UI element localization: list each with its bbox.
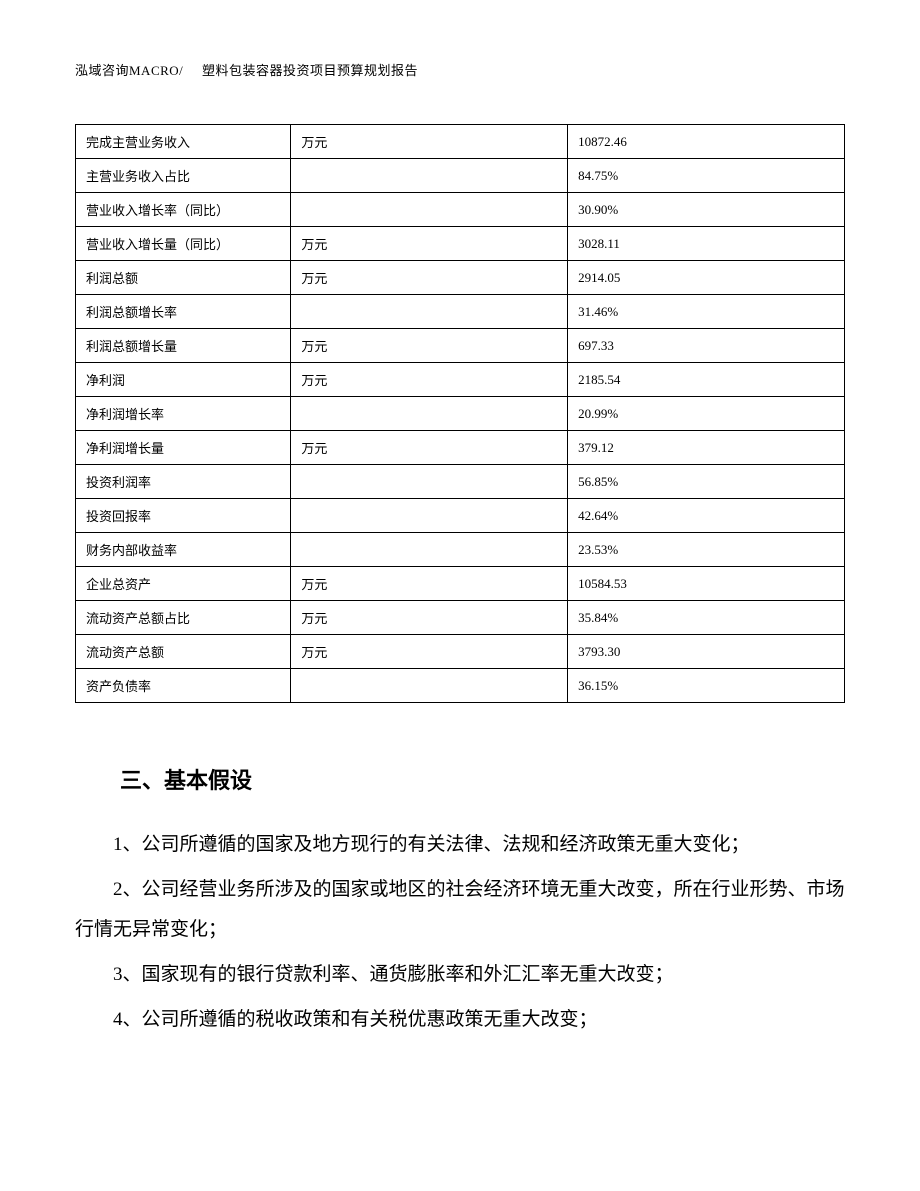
page-header: 泓域咨询MACRO/ 塑料包装容器投资项目预算规划报告 [75, 60, 845, 79]
table-row: 流动资产总额 万元 3793.30 [76, 635, 845, 669]
row-unit [291, 465, 568, 499]
row-label: 利润总额增长量 [76, 329, 291, 363]
table-row: 净利润增长量 万元 379.12 [76, 431, 845, 465]
paragraph: 1、公司所遵循的国家及地方现行的有关法律、法规和经济政策无重大变化； [75, 825, 845, 865]
row-value: 30.90% [568, 193, 845, 227]
row-unit [291, 533, 568, 567]
table-row: 主营业务收入占比 84.75% [76, 159, 845, 193]
row-label: 净利润 [76, 363, 291, 397]
row-unit [291, 295, 568, 329]
table-row: 利润总额增长率 31.46% [76, 295, 845, 329]
row-label: 利润总额 [76, 261, 291, 295]
table-row: 资产负债率 36.15% [76, 669, 845, 703]
paragraph: 3、国家现有的银行贷款利率、通货膨胀率和外汇汇率无重大改变； [75, 955, 845, 995]
row-unit: 万元 [291, 227, 568, 261]
row-value: 2914.05 [568, 261, 845, 295]
row-value: 10584.53 [568, 567, 845, 601]
row-value: 3028.11 [568, 227, 845, 261]
row-label: 企业总资产 [76, 567, 291, 601]
table-body: 完成主营业务收入 万元 10872.46 主营业务收入占比 84.75% 营业收… [76, 125, 845, 703]
row-value: 697.33 [568, 329, 845, 363]
row-unit [291, 669, 568, 703]
row-label: 完成主营业务收入 [76, 125, 291, 159]
table-row: 营业收入增长率（同比） 30.90% [76, 193, 845, 227]
row-value: 23.53% [568, 533, 845, 567]
row-label: 财务内部收益率 [76, 533, 291, 567]
table-row: 投资回报率 42.64% [76, 499, 845, 533]
table-row: 利润总额增长量 万元 697.33 [76, 329, 845, 363]
row-unit: 万元 [291, 363, 568, 397]
row-unit [291, 193, 568, 227]
row-unit [291, 499, 568, 533]
paragraph: 4、公司所遵循的税收政策和有关税优惠政策无重大改变； [75, 1000, 845, 1040]
row-label: 主营业务收入占比 [76, 159, 291, 193]
table-row: 企业总资产 万元 10584.53 [76, 567, 845, 601]
row-unit [291, 159, 568, 193]
table-row: 利润总额 万元 2914.05 [76, 261, 845, 295]
table-row: 完成主营业务收入 万元 10872.46 [76, 125, 845, 159]
table-row: 流动资产总额占比 万元 35.84% [76, 601, 845, 635]
row-unit: 万元 [291, 567, 568, 601]
table-row: 投资利润率 56.85% [76, 465, 845, 499]
row-unit: 万元 [291, 329, 568, 363]
row-value: 2185.54 [568, 363, 845, 397]
table-row: 净利润增长率 20.99% [76, 397, 845, 431]
row-label: 净利润增长率 [76, 397, 291, 431]
row-label: 流动资产总额占比 [76, 601, 291, 635]
row-unit: 万元 [291, 635, 568, 669]
row-value: 3793.30 [568, 635, 845, 669]
header-company: 泓域咨询MACRO/ [75, 63, 183, 78]
row-value: 31.46% [568, 295, 845, 329]
row-unit: 万元 [291, 601, 568, 635]
header-title: 塑料包装容器投资项目预算规划报告 [202, 63, 418, 78]
row-label: 资产负债率 [76, 669, 291, 703]
table-row: 财务内部收益率 23.53% [76, 533, 845, 567]
row-value: 10872.46 [568, 125, 845, 159]
row-value: 56.85% [568, 465, 845, 499]
row-unit: 万元 [291, 125, 568, 159]
financial-table: 完成主营业务收入 万元 10872.46 主营业务收入占比 84.75% 营业收… [75, 124, 845, 703]
row-unit [291, 397, 568, 431]
row-value: 36.15% [568, 669, 845, 703]
row-label: 营业收入增长量（同比） [76, 227, 291, 261]
paragraph: 2、公司经营业务所涉及的国家或地区的社会经济环境无重大改变，所在行业形势、市场行… [75, 870, 845, 950]
row-label: 投资回报率 [76, 499, 291, 533]
row-unit: 万元 [291, 261, 568, 295]
row-value: 379.12 [568, 431, 845, 465]
row-label: 流动资产总额 [76, 635, 291, 669]
section-title: 三、基本假设 [120, 763, 845, 795]
row-label: 投资利润率 [76, 465, 291, 499]
row-value: 20.99% [568, 397, 845, 431]
row-label: 净利润增长量 [76, 431, 291, 465]
row-label: 利润总额增长率 [76, 295, 291, 329]
table-row: 营业收入增长量（同比） 万元 3028.11 [76, 227, 845, 261]
row-unit: 万元 [291, 431, 568, 465]
row-value: 42.64% [568, 499, 845, 533]
table-row: 净利润 万元 2185.54 [76, 363, 845, 397]
row-label: 营业收入增长率（同比） [76, 193, 291, 227]
row-value: 35.84% [568, 601, 845, 635]
row-value: 84.75% [568, 159, 845, 193]
